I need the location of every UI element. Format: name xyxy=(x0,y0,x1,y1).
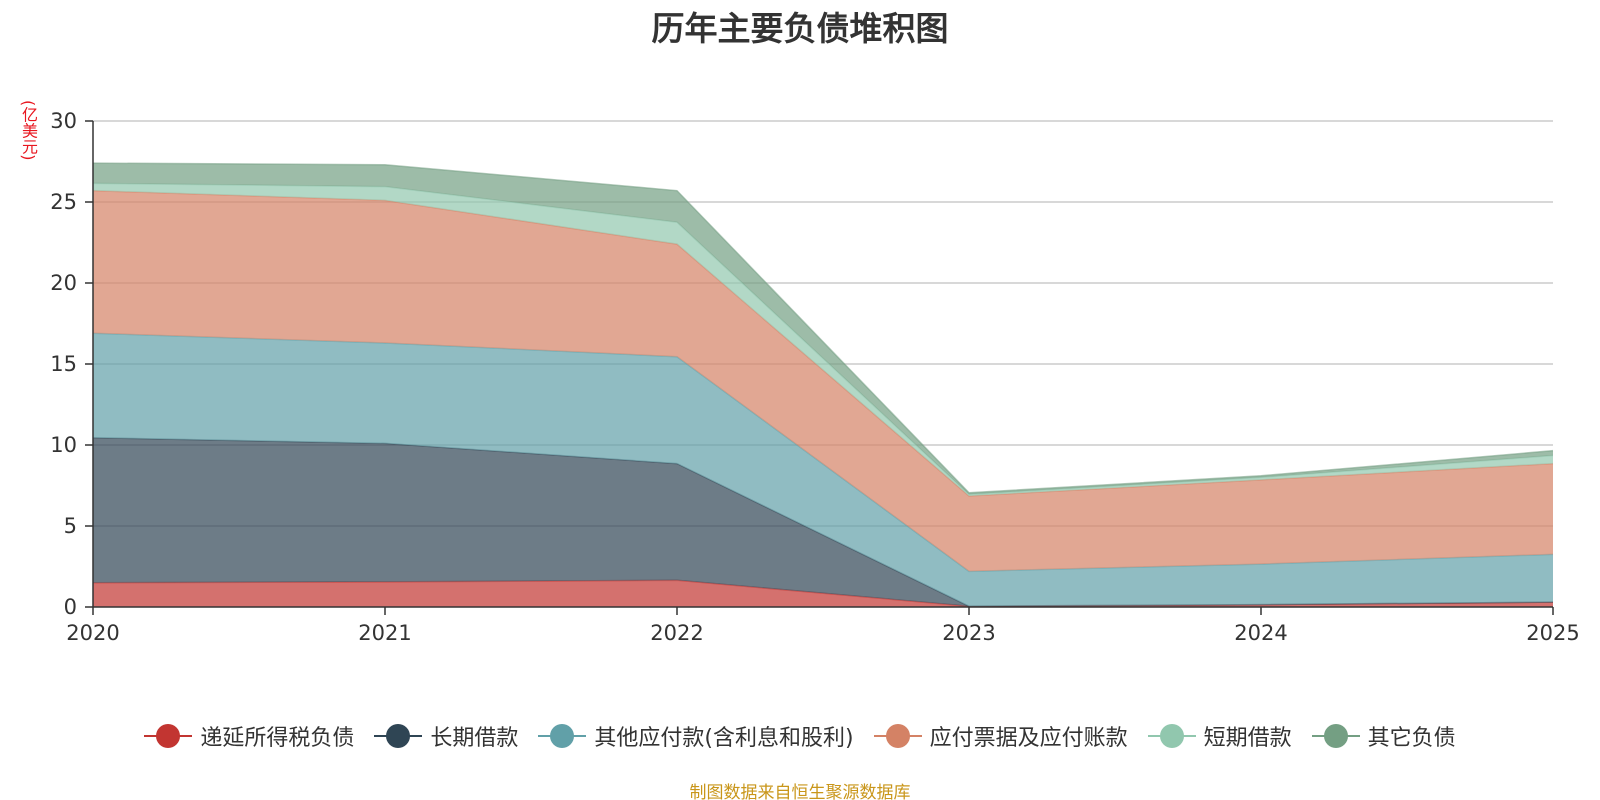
line-series-5 xyxy=(92,162,1554,494)
legend-label: 其它负债 xyxy=(1367,726,1456,751)
legend-item-5[interactable]: 其它负债 xyxy=(1311,720,1456,752)
y-tick-label: 15 xyxy=(50,352,77,376)
x-tick-label: 2025 xyxy=(1526,621,1579,645)
legend-marker-icon xyxy=(374,724,423,748)
y-tick-label: 0 xyxy=(64,595,77,619)
x-tick-label: 2021 xyxy=(358,621,411,645)
y-axis-unit-label: (亿美元) xyxy=(19,100,38,161)
legend-item-4[interactable]: 短期借款 xyxy=(1147,720,1292,752)
legend-item-3[interactable]: 应付票据及应付账款 xyxy=(873,720,1128,752)
legend-marker-icon xyxy=(538,724,587,748)
legend-dot xyxy=(550,724,575,748)
y-tick-label: 5 xyxy=(64,514,77,538)
legend-marker-icon xyxy=(873,724,922,748)
area-series-2 xyxy=(93,333,1553,607)
legend-dot xyxy=(1159,724,1184,748)
legend-label: 短期借款 xyxy=(1203,726,1292,751)
area-layer xyxy=(92,162,1554,607)
y-tick-label: 20 xyxy=(50,271,77,295)
legend-marker-icon xyxy=(1311,724,1360,748)
x-tick-label: 2020 xyxy=(66,621,119,645)
area-series-3 xyxy=(93,190,1553,572)
legend: 递延所得税负债 长期借款 其他应付款(含利息和股利) 应付票据及应付账款 短期借款 其它负… xyxy=(0,718,1600,754)
legend-label: 其他应付款(含利息和股利) xyxy=(594,726,854,751)
area-series-1 xyxy=(93,437,1553,607)
x-tick-label: 2023 xyxy=(942,621,995,645)
legend-marker-icon xyxy=(1147,724,1196,748)
legend-label: 长期借款 xyxy=(430,726,519,751)
y-tick-label: 25 xyxy=(50,190,77,214)
legend-label: 应付票据及应付账款 xyxy=(929,726,1128,751)
legend-dot xyxy=(1323,724,1348,748)
legend-label: 递延所得税负债 xyxy=(200,726,355,751)
legend-marker-icon xyxy=(144,724,193,748)
legend-dot xyxy=(386,724,411,748)
y-tick-label: 30 xyxy=(50,109,77,133)
legend-item-0[interactable]: 递延所得税负债 xyxy=(144,720,354,752)
x-tick-label: 2022 xyxy=(650,621,703,645)
legend-item-1[interactable]: 长期借款 xyxy=(374,720,518,752)
x-tick-label: 2024 xyxy=(1234,621,1287,645)
line-series-2 xyxy=(92,332,1554,573)
legend-dot xyxy=(885,724,910,748)
chart-title: 历年主要负债堆积图 xyxy=(651,9,949,48)
source-note: 制图数据来自恒生聚源数据库 xyxy=(689,783,911,800)
legend-item-2[interactable]: 其他应付款(含利息和股利) xyxy=(538,720,854,752)
legend-dot xyxy=(156,724,181,748)
y-tick-label: 10 xyxy=(50,433,77,457)
